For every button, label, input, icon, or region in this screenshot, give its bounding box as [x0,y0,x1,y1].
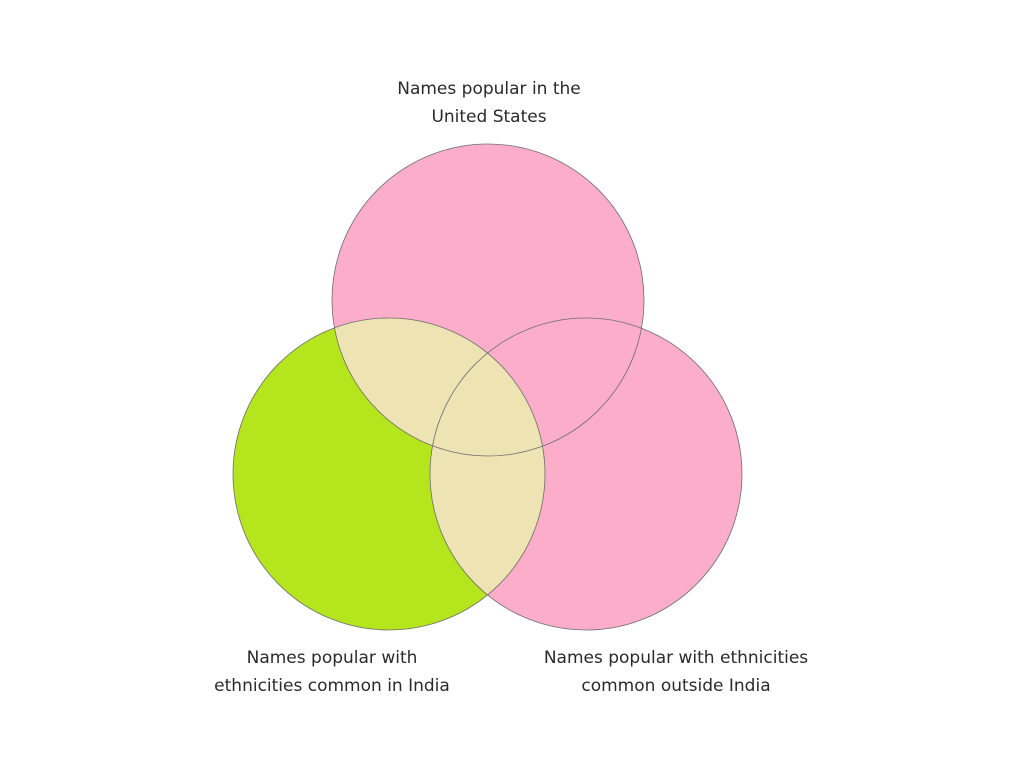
overlap-india-outside-india [430,318,545,630]
outline-india [232,317,546,631]
label-outside-india-line1: Names popular with ethnicities [543,648,809,668]
outline-us [331,143,645,457]
label-us-line2: United States [431,107,547,127]
label-us-names: Names popular in the United States [339,75,639,131]
label-india-line2: ethnicities common in India [214,676,450,696]
outline-outside-india [429,317,743,631]
label-india-names: Names popular with ethnicities common in… [182,644,482,700]
circle-outlines [232,143,743,631]
label-outside-india-line2: common outside India [581,676,771,696]
label-india-line1: Names popular with [246,648,418,668]
label-us-line1: Names popular in the [397,79,581,99]
label-outside-india-names: Names popular with ethnicities common ou… [526,644,826,700]
